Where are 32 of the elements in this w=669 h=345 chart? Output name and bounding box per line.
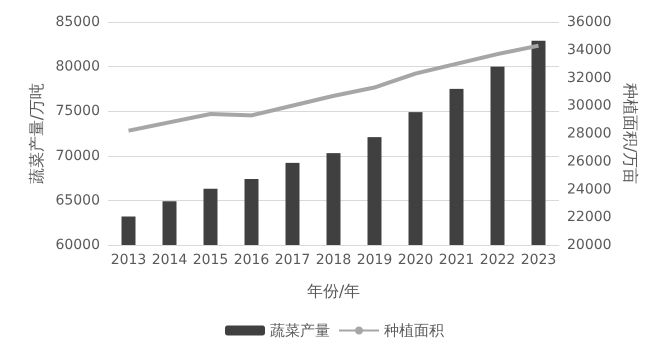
y2-axis-title: 种植面积/万亩 bbox=[620, 82, 640, 184]
y2-tick-label: 20000 bbox=[567, 237, 612, 253]
y-tick-label: 65000 bbox=[55, 192, 100, 208]
x-tick-label: 2017 bbox=[274, 252, 310, 268]
x-tick-label: 2013 bbox=[110, 252, 146, 268]
y2-tick-label: 34000 bbox=[567, 42, 612, 58]
y-tick-label: 80000 bbox=[55, 58, 100, 75]
y-tick-label: 75000 bbox=[55, 103, 100, 120]
y-tick-label: 85000 bbox=[55, 14, 100, 30]
y2-tick-label: 28000 bbox=[567, 126, 612, 142]
x-tick-label: 2016 bbox=[234, 252, 270, 268]
y2-tick-label: 22000 bbox=[567, 209, 612, 226]
x-tick-label: 2019 bbox=[356, 252, 392, 268]
y2-tick-label: 24000 bbox=[567, 181, 612, 198]
y-tick-label: 70000 bbox=[55, 148, 100, 164]
x-tick-label: 2020 bbox=[398, 252, 434, 268]
y-axis-title: 蔬菜产量/万吨 bbox=[27, 82, 46, 184]
legend-label: 种植面积 bbox=[384, 322, 444, 340]
y-tick-label: 60000 bbox=[55, 237, 100, 253]
legend-label: 蔬菜产量 bbox=[270, 322, 330, 340]
x-tick-label: 2018 bbox=[316, 252, 352, 268]
y2-tick-label: 30000 bbox=[567, 98, 612, 114]
x-tick-label: 2015 bbox=[192, 252, 228, 268]
y2-tick-label: 32000 bbox=[567, 70, 612, 86]
x-tick-label: 2021 bbox=[438, 252, 474, 268]
x-tick-label: 2022 bbox=[480, 252, 516, 268]
x-axis-title: 年份/年 bbox=[306, 282, 360, 300]
y2-tick-label: 36000 bbox=[567, 14, 612, 30]
x-tick-label: 2014 bbox=[152, 252, 188, 268]
x-tick-label: 2023 bbox=[520, 252, 556, 268]
line-series bbox=[126, 44, 540, 133]
y2-tick-label: 26000 bbox=[567, 153, 612, 170]
